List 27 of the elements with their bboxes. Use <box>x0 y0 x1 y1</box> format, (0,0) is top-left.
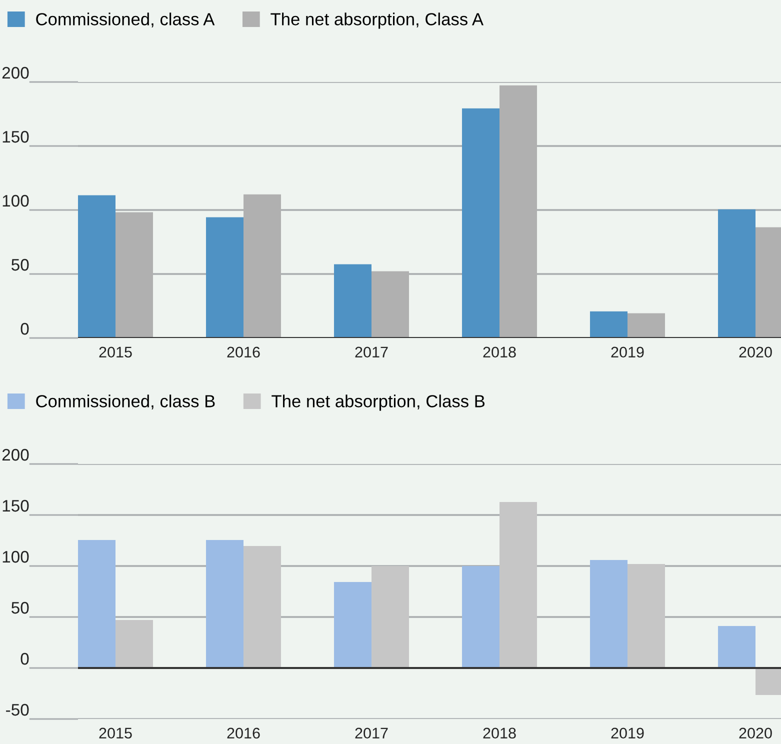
x-tick-label: 2020 <box>739 728 772 739</box>
x-tick-label: 2019 <box>611 728 644 739</box>
x-tick-label: 2017 <box>355 346 388 358</box>
x-tick-label: 2015 <box>99 346 132 358</box>
x-tick-label: 2019 <box>611 346 644 358</box>
x-tick-label: 2016 <box>227 346 260 358</box>
y-tick-label: 100 <box>2 194 29 207</box>
legend-label: Commissioned, class A <box>36 12 215 28</box>
x-tick-label: 2016 <box>227 728 260 739</box>
y-tick-label: 150 <box>2 500 29 512</box>
x-tick-label: 2018 <box>483 346 516 358</box>
y-tick-label: 150 <box>2 130 29 143</box>
y-tick-label: 0 <box>20 652 29 665</box>
y-tick-label: 0 <box>20 322 29 335</box>
x-tick-label: 2017 <box>355 728 388 739</box>
y-tick-label: 200 <box>2 448 29 461</box>
y-tick-label: 200 <box>2 66 29 79</box>
legend-label: The net absorption, Class B <box>272 394 485 411</box>
legend-label: Commissioned, class B <box>36 394 215 410</box>
legend-label: The net absorption, Class A <box>270 12 484 29</box>
x-tick-label: 2018 <box>483 728 516 739</box>
x-tick-label: 2015 <box>99 728 132 739</box>
y-tick-label: 50 <box>12 258 29 271</box>
y-tick-label: -50 <box>6 704 29 716</box>
x-tick-label: 2020 <box>739 346 772 358</box>
y-tick-label: 100 <box>2 550 29 563</box>
y-tick-label: 50 <box>12 602 29 614</box>
